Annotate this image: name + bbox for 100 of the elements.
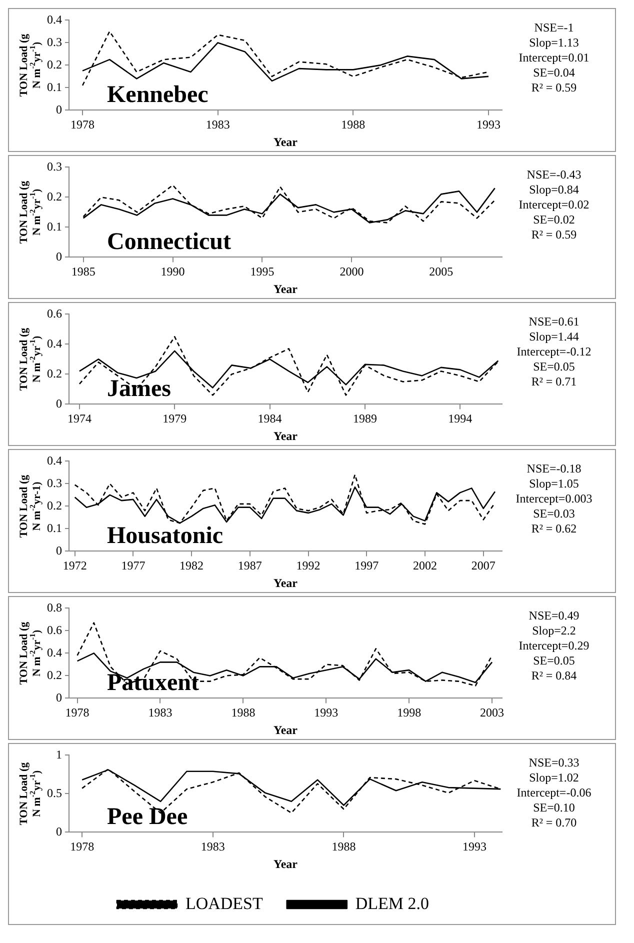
- y-tick-label: 0: [56, 396, 62, 410]
- legend-label: DLEM 2.0: [355, 894, 430, 913]
- text: Intercept=-0.12: [516, 344, 592, 358]
- line-series: [74, 474, 496, 525]
- text: James: [107, 376, 171, 402]
- y-tick-label: 0.3: [47, 34, 62, 49]
- text: Slop=1.05: [529, 476, 579, 490]
- text: NSE=-0.18: [526, 461, 582, 476]
- text: Slop=1.13: [529, 35, 579, 50]
- y-tick-label: 0.4: [47, 12, 62, 26]
- y-tick-label: 0.4: [47, 645, 62, 660]
- y-tick-label: 0.3: [47, 159, 62, 174]
- y-tick-label: 1: [56, 747, 62, 762]
- y-tick-label: 0.1: [47, 520, 62, 535]
- text: Intercept=0.29: [518, 638, 590, 652]
- y-tick-label: 0.2: [47, 57, 62, 72]
- x-axis-title: Year: [274, 576, 298, 590]
- x-tick-label: 1983: [200, 840, 225, 854]
- text: R² = 0.84: [531, 668, 577, 682]
- y-tick-label: 0.4: [47, 336, 62, 350]
- x-tick-label: 1978: [70, 118, 95, 132]
- text: Slop=1.44: [529, 329, 579, 344]
- x-tick-label: 1993: [476, 118, 500, 132]
- text: Patuxent: [107, 670, 199, 696]
- text: R² = 0.62: [531, 521, 577, 536]
- x-tick-label: 2000: [340, 264, 364, 279]
- x-tick-label: 1993: [314, 706, 338, 720]
- x-axis-title: Year: [274, 428, 298, 443]
- text: SE=0.03: [533, 506, 575, 520]
- x-axis-title: Year: [274, 722, 298, 737]
- x-tick-label: 1994: [448, 412, 472, 426]
- text: R² = 0.59: [531, 80, 577, 94]
- y-tick-label: 0.3: [47, 476, 62, 490]
- x-tick-label: 2007: [471, 558, 496, 573]
- y-tick-label: 0.6: [47, 306, 62, 320]
- text: SE=0.05: [533, 359, 575, 374]
- y-tick-label: 0.2: [47, 668, 62, 682]
- text: Slop=2.2: [532, 623, 576, 638]
- x-tick-label: 1997: [354, 558, 379, 573]
- x-tick-label: 1974: [67, 412, 92, 426]
- legend-label: LOADEST: [185, 894, 264, 913]
- x-tick-label: 1983: [206, 118, 230, 132]
- x-tick-label: 1989: [352, 412, 377, 426]
- x-tick-label: 1978: [70, 840, 94, 854]
- y-tick-label: 0.2: [47, 366, 62, 380]
- x-tick-label: 1995: [250, 264, 274, 279]
- x-tick-label: 1993: [462, 840, 487, 854]
- x-tick-label: 2002: [412, 558, 437, 573]
- y-tick-label: 0: [56, 249, 62, 264]
- x-tick-label: 1982: [180, 558, 204, 573]
- x-tick-label: 1987: [238, 558, 262, 573]
- x-axis-title: Year: [274, 282, 298, 296]
- text: R² = 0.71: [531, 374, 577, 388]
- x-tick-label: 1998: [397, 706, 422, 720]
- text: Slop=0.84: [529, 182, 579, 196]
- x-tick-label: 1992: [296, 558, 320, 573]
- y-tick-label: 0.5: [47, 786, 62, 800]
- x-tick-label: 2003: [480, 706, 504, 720]
- text: Pee Dee: [107, 804, 188, 830]
- y-tick-label: 0.1: [47, 80, 62, 94]
- y-tick-label: 0.2: [47, 189, 62, 204]
- text: Connecticut: [107, 229, 231, 256]
- x-axis-title: Year: [274, 134, 298, 149]
- y-tick-label: 0: [56, 543, 62, 558]
- x-tick-label: 1988: [332, 840, 356, 854]
- text: SE=0.04: [533, 65, 575, 80]
- text: NSE=0.49: [528, 608, 580, 622]
- x-tick-label: 1988: [231, 706, 256, 720]
- y-tick-label: 0.8: [47, 600, 62, 614]
- y-tick-label: 0.2: [47, 498, 62, 512]
- x-tick-label: 1984: [258, 412, 282, 426]
- text: NSE=0.61: [528, 314, 580, 328]
- y-tick-label: 0: [56, 690, 62, 704]
- text: R² = 0.70: [531, 815, 577, 830]
- text: Intercept=-0.06: [516, 785, 592, 800]
- text: NSE=-0.43: [526, 167, 582, 182]
- text: Slop=1.02: [529, 770, 579, 784]
- x-tick-label: 1977: [121, 558, 146, 573]
- x-tick-label: 1978: [65, 706, 90, 720]
- x-axis-title: Year: [274, 856, 298, 871]
- x-tick-label: 1985: [71, 264, 96, 279]
- text: Kennebec: [107, 82, 209, 108]
- y-tick-label: 0.4: [47, 453, 62, 468]
- text: SE=0.05: [533, 653, 575, 668]
- x-tick-label: 1988: [341, 118, 366, 132]
- text: Intercept=0.02: [518, 197, 590, 212]
- x-tick-label: 1972: [62, 558, 87, 573]
- y-tick-label: 0.1: [47, 219, 62, 234]
- x-tick-label: 1990: [160, 264, 185, 279]
- text: SE=0.10: [533, 800, 575, 814]
- text: SE=0.02: [533, 212, 575, 226]
- x-tick-label: 2005: [429, 264, 454, 279]
- line-series: [82, 30, 490, 86]
- text: R² = 0.59: [531, 227, 577, 242]
- text: NSE=-1: [534, 20, 574, 34]
- x-tick-label: 1983: [148, 706, 172, 720]
- text: Intercept=0.01: [518, 50, 590, 64]
- text: NSE=0.33: [528, 755, 580, 770]
- y-tick-label: 0.6: [47, 622, 62, 637]
- y-tick-label: 0: [56, 824, 62, 838]
